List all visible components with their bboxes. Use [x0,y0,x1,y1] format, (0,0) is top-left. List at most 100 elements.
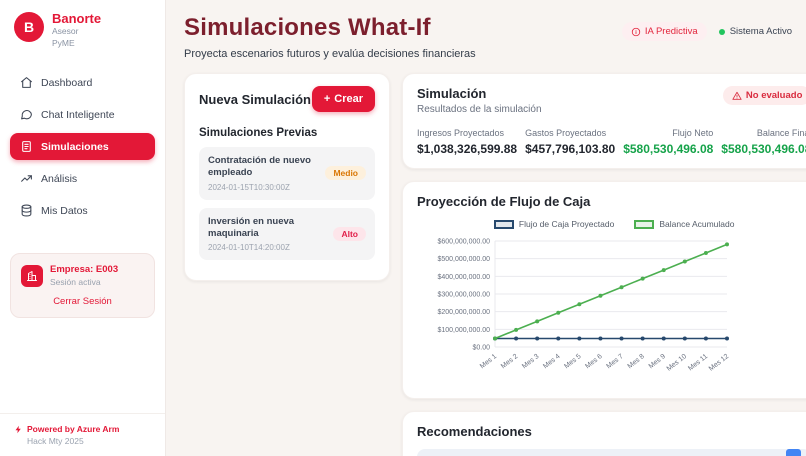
svg-text:Mes 1: Mes 1 [479,353,498,370]
stats-row: Ingresos Proyectados $1,038,326,599.88 Gas… [417,128,806,156]
stat-ingresos-proyectados: Ingresos Proyectados $1,038,326,599.88 [417,128,517,156]
powered-by: Powered by Azure Arm [14,424,151,434]
sidebar-item-label: Simulaciones [41,140,109,153]
home-icon [21,77,32,89]
stat-value: $580,530,496.08 [623,142,714,156]
svg-text:Mes 7: Mes 7 [605,353,624,370]
sidebar-item-dashboard[interactable]: Dashboard [10,69,155,96]
svg-text:$100,000,000.00: $100,000,000.00 [437,327,490,334]
ia-predictiva-label: IA Predictiva [644,26,698,37]
company-status: Sesión activa [50,277,101,288]
legend-label: Balance Acumulado [659,219,735,229]
stat-value: $1,038,326,599.88 [417,142,518,156]
cash-flow-chart-card: Proyección de Flujo de Caja Flujo de Caj… [402,181,806,399]
left-column: Nueva Simulación + Crear Simulaciones Pr… [184,73,390,282]
status-dot-icon [718,28,725,35]
new-simulation-title: Nueva Simulación [199,91,311,107]
no-evaluado-badge: No evaluado [722,86,806,105]
page-header: Simulaciones What-If Proyecta escenarios… [184,14,792,60]
legend-swatch-icon [493,219,514,229]
sistema-activo-badge: Sistema Activo [718,26,792,37]
cash-flow-chart: $0.00 $100,000,000.00 $200,000,000.00 $300,… [437,239,730,373]
sidebar-item-simulaciones[interactable]: Simulaciones [10,133,155,161]
recommendation-item: El escenario es financieramente viable [417,449,806,456]
previous-simulations-list: Contratación de nuevo empleado 2024-01-15… [199,147,375,261]
legend-balance-acumulado[interactable]: Balance Acumulado [634,219,734,229]
scrollbar-thumb[interactable] [786,449,801,456]
header-badges: IA Predictiva Sistema Activo [621,22,792,41]
results-subtitle: Resultados de la simulación [417,104,542,115]
impact-badge: Medio [325,166,366,181]
info-icon [631,27,641,36]
right-column: Simulación Resultados de la simulación N… [402,73,806,456]
svg-text:Mes 12: Mes 12 [708,353,730,373]
banorte-logo-icon: B [14,12,44,42]
stat-balance-final: Balance Final $580,530,496.08 [721,128,806,156]
page-title: Simulaciones What-If [184,14,431,41]
brand: B Banorte Asesor PyME [0,11,165,49]
plus-icon: + [323,93,331,105]
stat-value: $457,796,103.80 [525,142,616,156]
recommendations-card: Recomendaciones El escenario es financie… [402,411,806,456]
svg-text:$0.00: $0.00 [472,345,490,352]
svg-text:Mes 3: Mes 3 [521,353,540,370]
recommendations-list: El escenario es financieramente viable [417,449,806,456]
page-subtitle: Proyecta escenarios futuros y evalúa dec… [184,48,476,60]
sidebar-menu: Dashboard Chat Inteligente Simulaciones Aná… [0,69,165,229]
building-icon [27,270,37,281]
sidebar-item-mis-datos[interactable]: Mis Datos [10,197,155,224]
no-evaluado-label: No evaluado [745,90,803,101]
chart-title: Proyección de Flujo de Caja [417,194,591,209]
content-grid: Nueva Simulación + Crear Simulaciones Pr… [184,73,806,456]
warning-icon [732,91,742,100]
stat-label: Balance Final [756,128,806,138]
simulation-name: Inversión en nueva maquinaria [208,215,295,240]
sidebar-item-label: Chat Inteligente [41,108,115,121]
impact-badge: Alto [333,227,366,242]
chart-legend: Flujo de Caja Proyectado Balance Acumulad… [417,219,806,229]
svg-text:Mes 5: Mes 5 [563,353,582,370]
svg-text:$200,000,000.00: $200,000,000.00 [437,309,490,316]
previous-simulation-item[interactable]: Inversión en nueva maquinaria 2024-01-10T… [199,207,375,261]
results-title: Simulación [417,86,487,101]
stat-label: Flujo Neto [672,128,714,138]
svg-text:$500,000,000.00: $500,000,000.00 [437,256,490,263]
sidebar: B Banorte Asesor PyME Dashboard Chat Inte… [0,0,166,456]
sidebar-item-analisis[interactable]: Análisis [10,165,155,192]
stat-gastos-proyectados: Gastos Proyectados $457,796,103.80 [525,128,615,156]
sistema-activo-label: Sistema Activo [729,26,792,37]
svg-text:Mes 10: Mes 10 [666,353,688,373]
trend-icon [21,175,32,182]
ia-predictiva-badge: IA Predictiva [621,22,707,41]
svg-text:Mes 9: Mes 9 [648,353,667,370]
previous-simulation-item[interactable]: Contratación de nuevo empleado 2024-01-15… [199,147,375,200]
new-simulation-card: Nueva Simulación + Crear Simulaciones Pr… [184,73,390,282]
svg-text:$400,000,000.00: $400,000,000.00 [437,274,490,281]
sidebar-item-label: Dashboard [41,76,93,89]
legend-label: Flujo de Caja Proyectado [518,219,615,229]
simulation-name: Contratación de nuevo empleado [208,155,311,179]
svg-text:Mes 11: Mes 11 [687,353,709,372]
main-content: Simulaciones What-If Proyecta escenarios… [166,0,806,456]
legend-flujo-de-caja-proyectado[interactable]: Flujo de Caja Proyectado [493,219,615,229]
svg-text:Mes 4: Mes 4 [542,353,561,370]
stat-label: Ingresos Proyectados [417,128,505,138]
simulation-date: 2024-01-15T10:30:00Z [208,182,290,192]
sidebar-item-chat-inteligente[interactable]: Chat Inteligente [10,101,155,128]
logout-link[interactable]: Cerrar Sesión [53,296,112,308]
legend-swatch-icon [634,219,655,229]
svg-text:Mes 2: Mes 2 [500,353,519,370]
brand-name: Banorte [52,11,102,26]
simulation-results-card: Simulación Resultados de la simulación N… [402,73,806,169]
simulation-date: 2024-01-10T14:20:00Z [208,243,290,253]
svg-text:$300,000,000.00: $300,000,000.00 [437,292,490,299]
create-button[interactable]: + Crear [311,86,375,112]
company-title: Empresa: E003 [50,264,119,276]
sidebar-item-label: Mis Datos [41,204,88,217]
stat-flujo-neto: Flujo Neto $580,530,496.08 [623,128,713,156]
sidebar-item-label: Análisis [41,172,78,185]
sidebar-footer: Powered by Azure Arm Hack Mty 2025 [0,413,165,446]
svg-text:Mes 8: Mes 8 [627,353,646,370]
lightning-icon [15,425,21,433]
